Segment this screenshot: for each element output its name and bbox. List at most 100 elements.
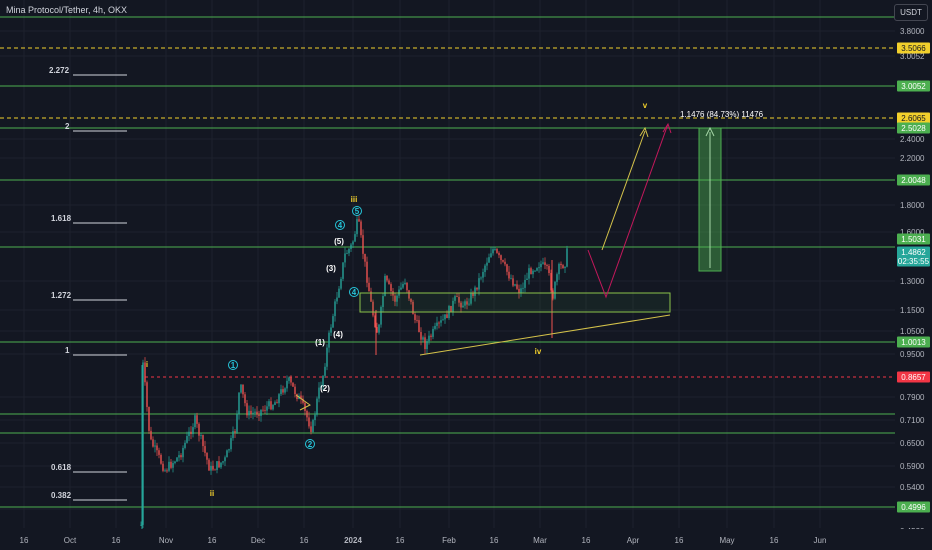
candle-body (516, 284, 518, 289)
candle-body (240, 384, 242, 393)
candle-body (236, 414, 238, 433)
candle-body (356, 219, 358, 235)
candle-body (520, 288, 522, 294)
candle-body (186, 436, 188, 443)
candle-body (188, 431, 190, 437)
candle-body (170, 461, 172, 468)
candle-body (454, 296, 456, 301)
price-tick: 0.9500 (900, 350, 925, 359)
candle-body (250, 410, 252, 414)
candle-body (484, 265, 486, 273)
support-zone-box (359, 292, 671, 313)
candle-body (564, 266, 566, 269)
candle-body (318, 387, 320, 399)
candle-body (406, 282, 408, 291)
candle-body (360, 221, 362, 236)
price-tick: 2.4000 (900, 135, 925, 144)
candle-body (316, 398, 318, 415)
candle-body (380, 306, 382, 325)
candle-body (336, 297, 338, 302)
candle-body (458, 296, 460, 303)
candle-body (164, 470, 166, 472)
time-tick: 16 (300, 536, 309, 545)
candle-body (390, 284, 392, 292)
currency-button[interactable]: USDT (894, 4, 928, 21)
candle-body (494, 248, 496, 250)
time-tick: 16 (208, 536, 217, 545)
ascending-trendline (419, 314, 671, 356)
candle-body (300, 395, 302, 399)
candle-body (276, 402, 278, 404)
candle-body (402, 283, 404, 288)
candle-body (554, 281, 556, 299)
candle-body (228, 449, 230, 451)
candle-body (314, 414, 316, 421)
price-tick: 1.1500 (900, 306, 925, 315)
price-badge (897, 255, 930, 267)
candle-body (198, 423, 200, 436)
time-axis[interactable]: 16 Oct 16 Nov 16 Dec 16 2024 16 Feb 16 Mar 16 Apr 16 Ma… (0, 529, 932, 550)
candle-body (480, 277, 482, 279)
candle-body (274, 402, 276, 405)
candle-body (412, 301, 414, 315)
circled-wave-label: 5 (355, 207, 360, 216)
candle-body (420, 332, 422, 340)
candle-body (222, 461, 224, 463)
candle-body (488, 257, 490, 263)
price-badge (897, 233, 930, 245)
candle-body (244, 394, 246, 404)
price-tick: 0.7100 (900, 416, 925, 425)
candle-body (430, 335, 432, 337)
candle-body (432, 328, 434, 337)
candle-body (548, 265, 550, 273)
candle-body (362, 235, 364, 254)
candle-body (464, 301, 466, 306)
candle-body (178, 455, 180, 458)
candle-body (526, 278, 528, 280)
sub-wave-label: (4) (333, 330, 343, 339)
candle-body (374, 315, 376, 327)
candle-body (304, 402, 306, 411)
candle-body (160, 454, 162, 464)
wave-label-major: i (146, 360, 148, 369)
candle-body (144, 362, 146, 383)
candle-body (376, 326, 378, 333)
yellow-arrowhead (639, 126, 649, 138)
candle-body (386, 275, 388, 281)
price-axis[interactable]: 3.8000 3.0052 2.4000 2.2000 1.8000 1.6000 1.30… (895, 0, 932, 550)
candle-body (414, 314, 416, 320)
candle-body (350, 244, 352, 249)
price-badge-label: 0.8657 (901, 373, 926, 382)
candle-body (286, 380, 288, 389)
candle-body (266, 406, 268, 411)
time-axis-bg (0, 529, 932, 550)
circled-wave-label: 4 (338, 221, 343, 230)
time-tick: Dec (251, 536, 265, 545)
candle-body (346, 253, 348, 255)
horizontal-levels (0, 16, 895, 508)
candle-body (428, 335, 430, 342)
price-badge-label: 2.6065 (901, 114, 926, 123)
price-badge-label: 0.4996 (901, 503, 926, 512)
candle-body (334, 301, 336, 317)
candle-body (194, 415, 196, 428)
candle-body (308, 417, 310, 427)
candle-body (366, 261, 368, 283)
candle-body (558, 263, 560, 275)
candle-body (158, 450, 160, 455)
candle-body (342, 262, 344, 279)
candle-body (296, 394, 298, 400)
price-badge (897, 246, 930, 258)
sub-wave-label: (1) (315, 338, 325, 347)
price-badge-label: 2.0048 (901, 176, 926, 185)
candle-body (538, 267, 540, 269)
candle-body (400, 287, 402, 290)
price-badge (897, 174, 930, 186)
candle-body (500, 255, 502, 261)
candle-body (450, 305, 452, 313)
candle-body (452, 300, 454, 313)
candle-body (278, 394, 280, 404)
candle-body (226, 450, 228, 458)
candle-body (330, 327, 332, 333)
